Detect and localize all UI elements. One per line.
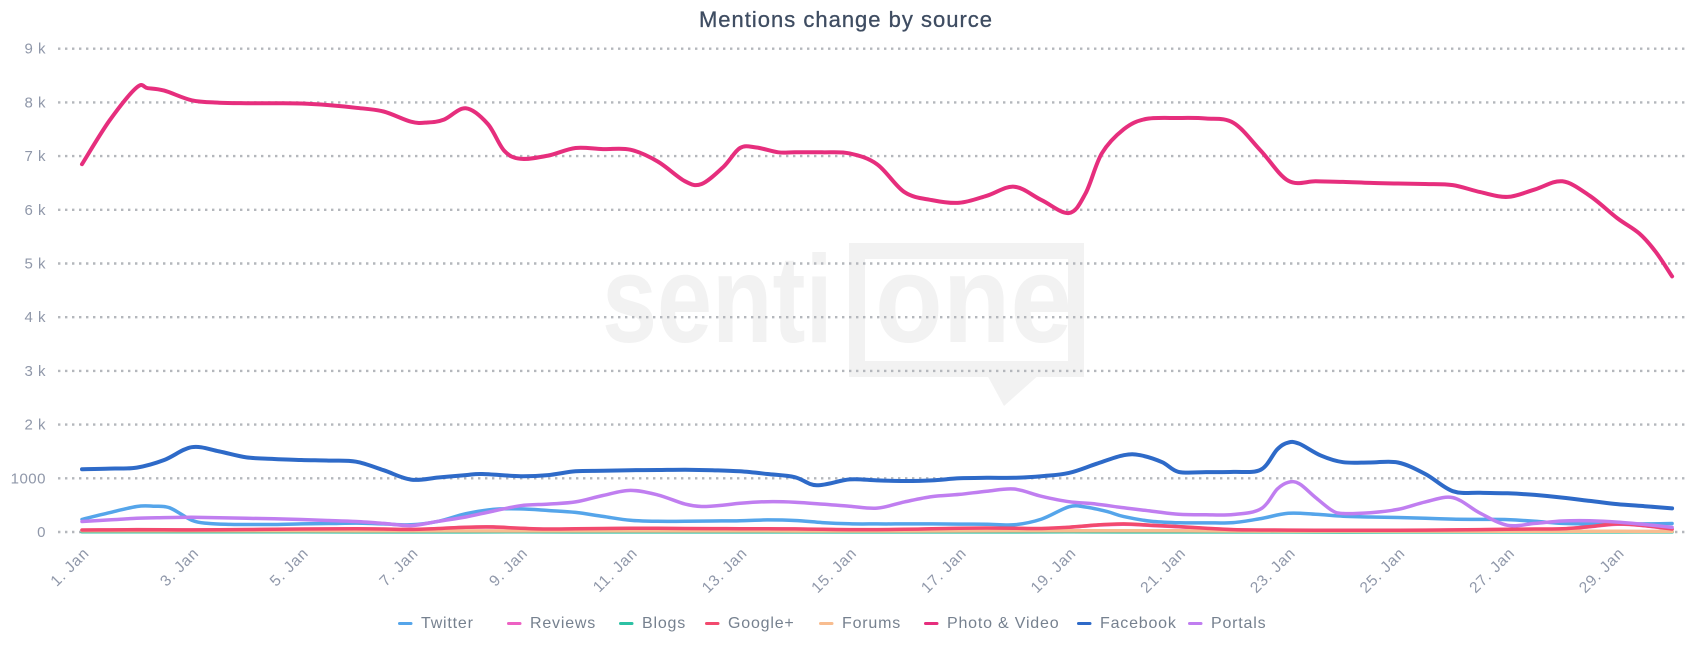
svg-text:Reviews: Reviews bbox=[530, 615, 596, 632]
svg-text:Google+: Google+ bbox=[728, 615, 795, 632]
svg-text:4 k: 4 k bbox=[24, 309, 46, 326]
svg-text:3 k: 3 k bbox=[24, 363, 46, 380]
svg-text:9 k: 9 k bbox=[24, 41, 46, 58]
svg-text:6 k: 6 k bbox=[24, 202, 46, 219]
svg-text:Facebook: Facebook bbox=[1100, 615, 1177, 632]
svg-text:0: 0 bbox=[37, 524, 46, 541]
svg-text:senti: senti bbox=[602, 229, 833, 368]
svg-text:Blogs: Blogs bbox=[642, 615, 686, 632]
svg-text:Forums: Forums bbox=[842, 615, 901, 632]
svg-text:7 k: 7 k bbox=[24, 148, 46, 165]
svg-text:Photo & Video: Photo & Video bbox=[947, 615, 1059, 632]
svg-text:Mentions change by source: Mentions change by source bbox=[699, 7, 993, 32]
svg-text:Twitter: Twitter bbox=[421, 615, 474, 632]
svg-text:1000: 1000 bbox=[11, 470, 46, 487]
svg-text:5 k: 5 k bbox=[24, 256, 46, 273]
svg-text:8 k: 8 k bbox=[24, 94, 46, 111]
svg-text:one: one bbox=[875, 230, 1072, 368]
svg-text:Portals: Portals bbox=[1211, 615, 1266, 632]
svg-text:2 k: 2 k bbox=[24, 417, 46, 434]
